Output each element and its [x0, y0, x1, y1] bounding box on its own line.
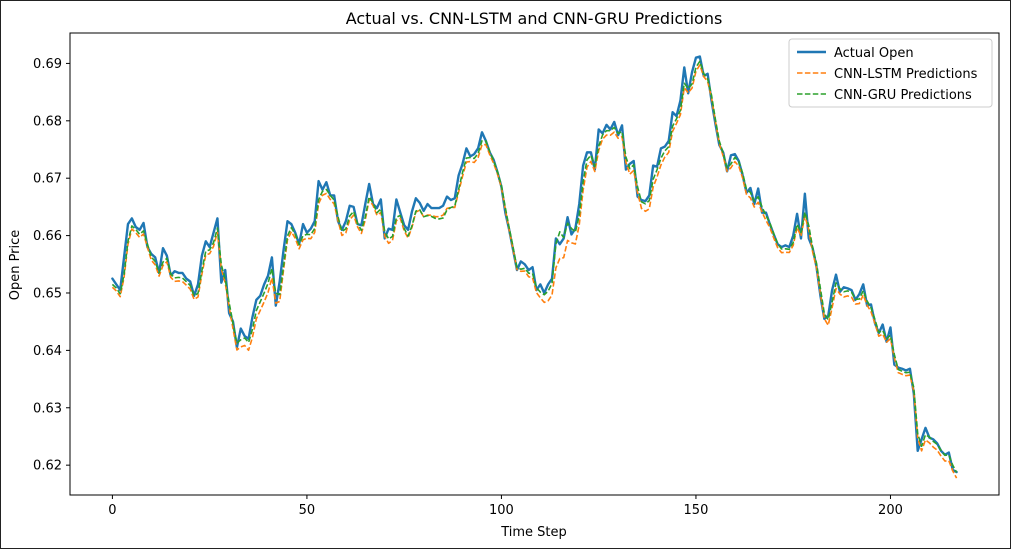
y-tick-label: 0.67: [33, 172, 62, 187]
legend-label-0: Actual Open: [834, 46, 914, 61]
y-ticks: 0.62 0.63 0.64 0.65 0.66 0.67 0.68 0.69: [33, 57, 70, 474]
y-axis-label: Open Price: [8, 230, 23, 301]
legend-label-2: CNN-GRU Predictions: [834, 88, 972, 103]
legend-box: [788, 38, 993, 108]
x-ticks: 0 50 100 150 200: [108, 495, 903, 518]
series-line-0: [111, 55, 958, 474]
legend-entries: Actual Open CNN-LSTM Predictions CNN-GRU P…: [797, 46, 978, 103]
chart-title: Actual vs. CNN-LSTM and CNN-GRU Predicti…: [346, 9, 723, 28]
series-line-2: [111, 60, 958, 473]
legend: Actual Open CNN-LSTM Predictions CNN-GRU P…: [788, 38, 993, 108]
y-tick-label: 0.66: [33, 229, 62, 244]
x-tick-label: 150: [684, 503, 709, 518]
y-tick-label: 0.64: [33, 344, 62, 359]
y-tick-label: 0.63: [33, 401, 62, 416]
x-tick-label: 50: [299, 503, 316, 518]
series-line-1: [111, 64, 958, 479]
x-tick-label: 100: [489, 503, 514, 518]
series-layer: [111, 55, 958, 479]
legend-label-1: CNN-LSTM Predictions: [834, 67, 978, 82]
x-axis-label: Time Step: [500, 525, 567, 540]
x-tick-label: 0: [108, 503, 116, 518]
x-tick-label: 200: [878, 503, 903, 518]
y-tick-label: 0.69: [33, 57, 62, 72]
y-tick-label: 0.62: [33, 459, 62, 474]
y-tick-label: 0.68: [33, 114, 62, 129]
plot-area: 0 50 100 150 200 0.620.630.640.650.660.670.6…: [33, 32, 1000, 518]
y-tick-label: 0.65: [33, 286, 62, 301]
plot-frame: [69, 32, 1000, 496]
